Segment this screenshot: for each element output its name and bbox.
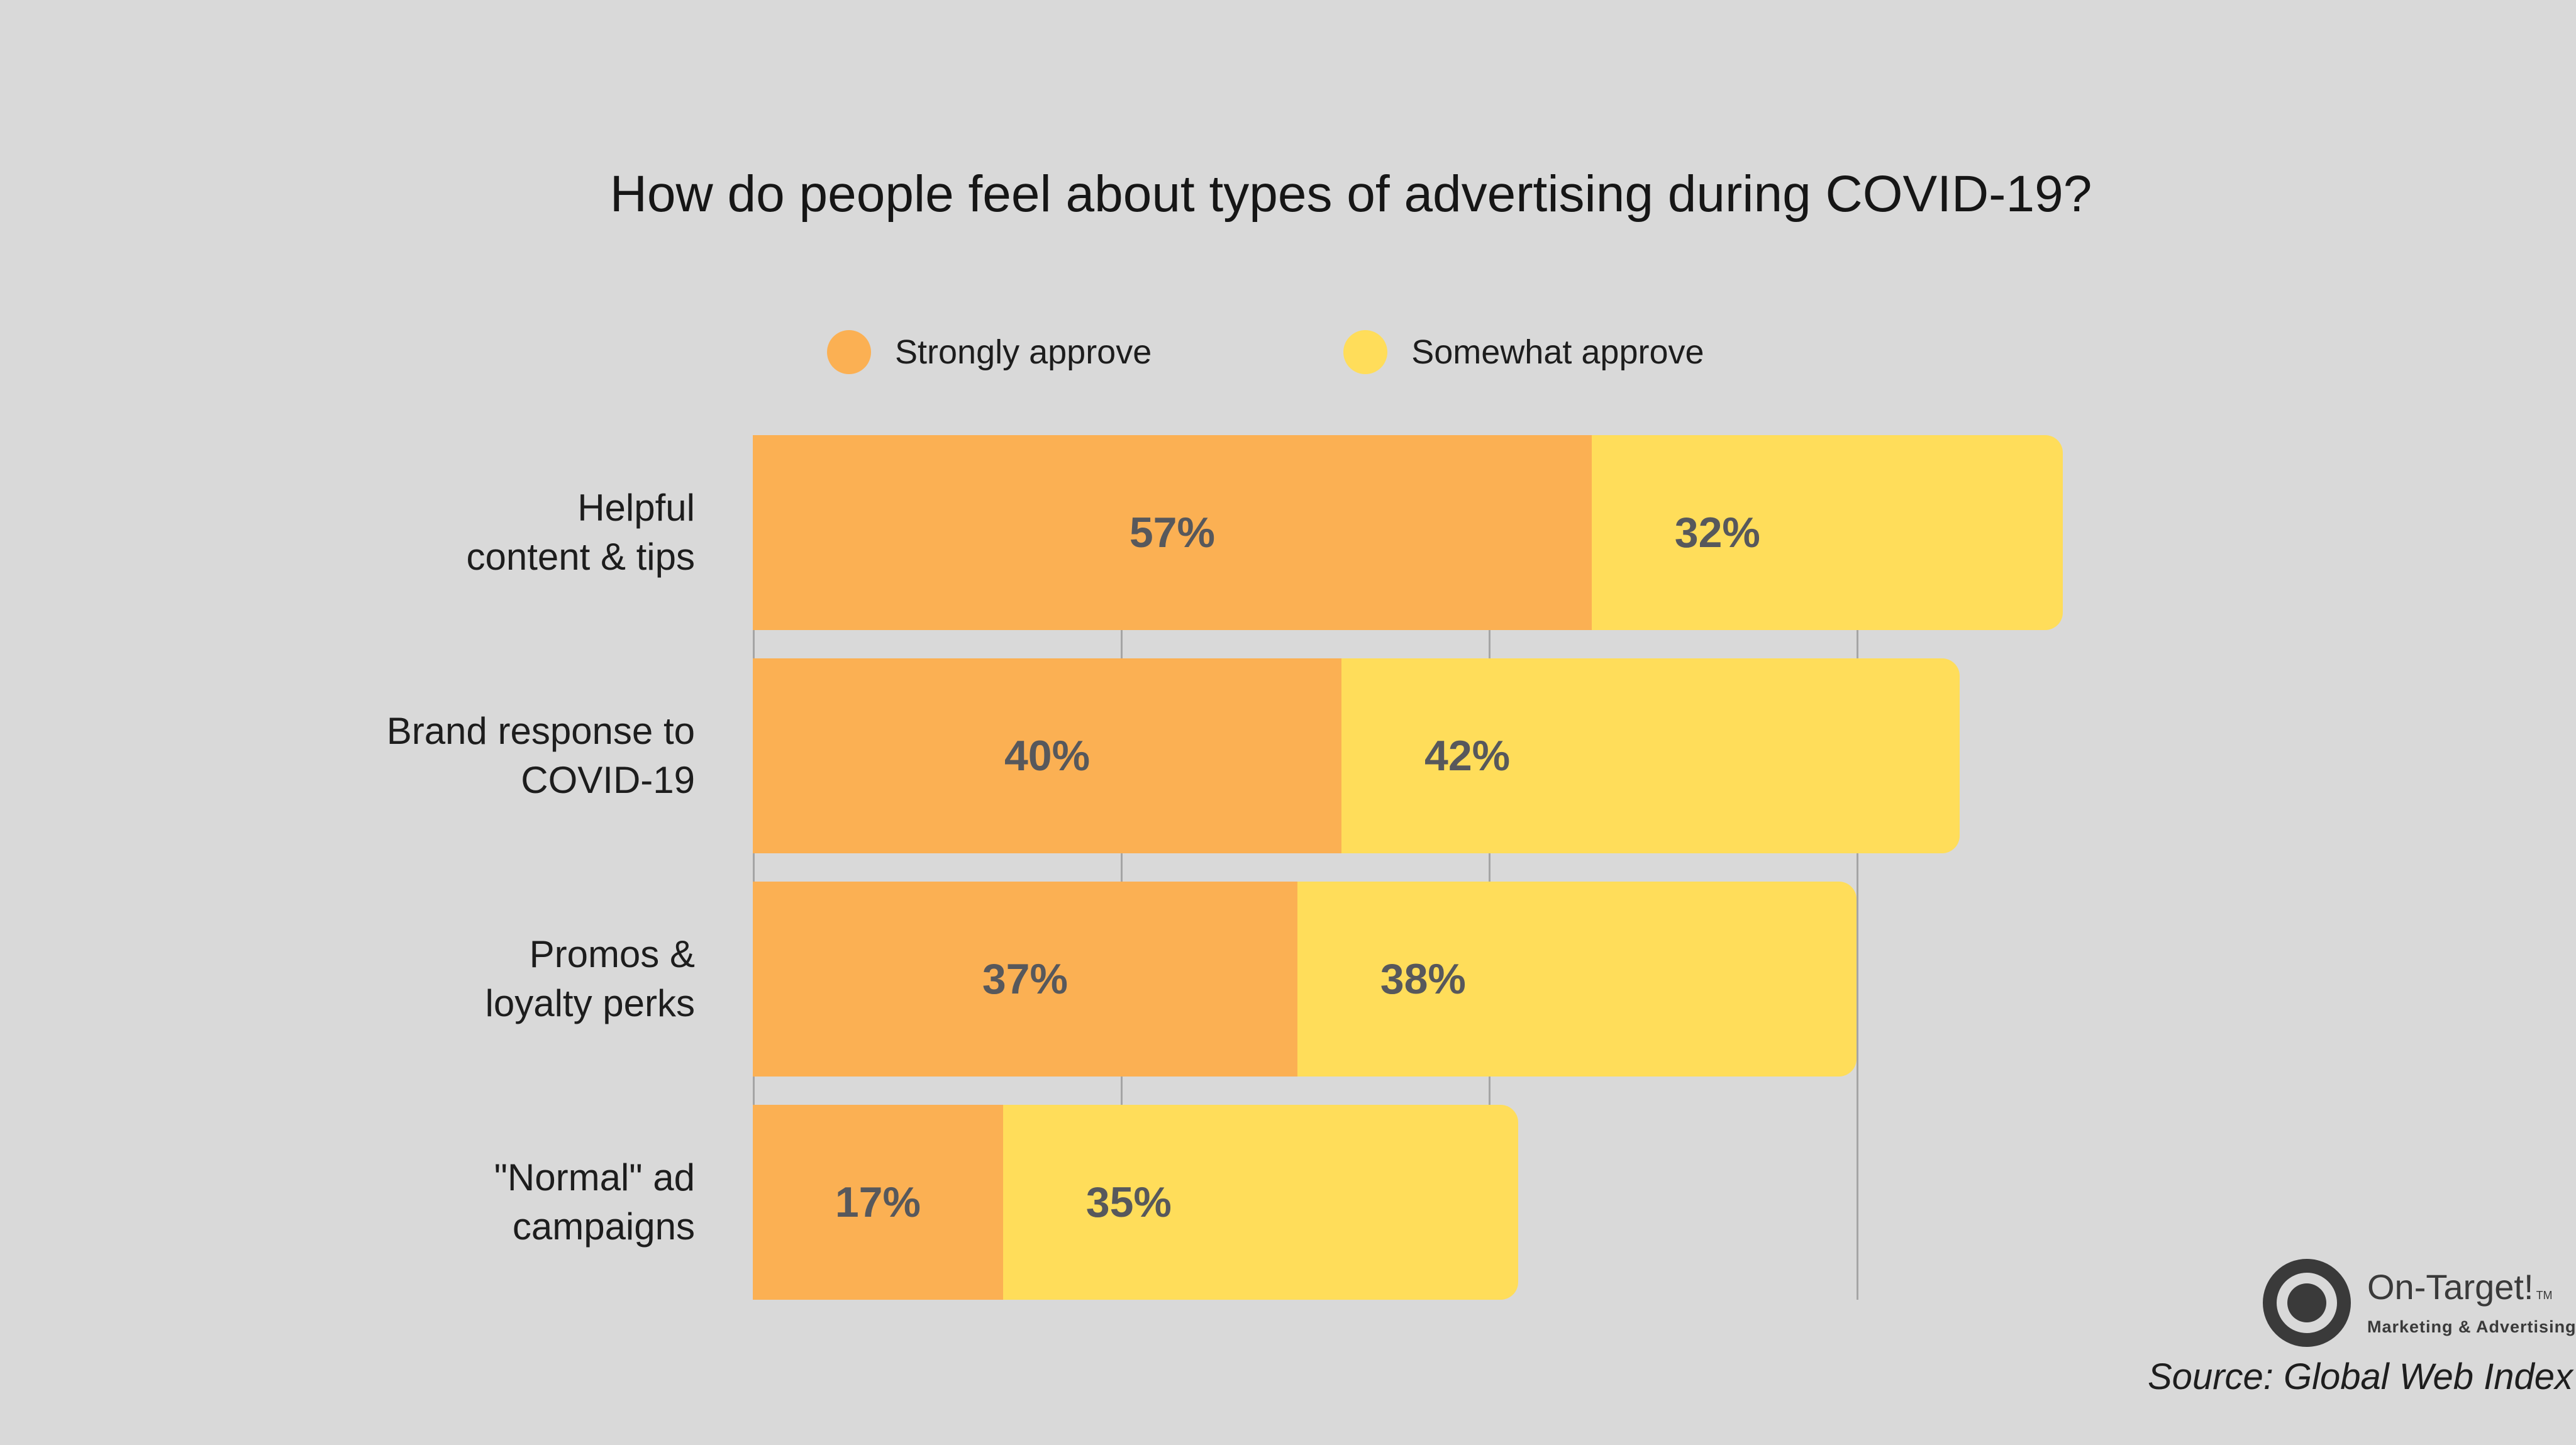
value-label: 35% [1085,1178,1172,1226]
bar-segment-strongly-approve: 40% [753,658,1341,853]
legend-item-strongly-approve: Strongly approve [827,330,1152,374]
legend: Strongly approve Somewhat approve [827,330,1704,374]
value-label: 42% [1424,732,1511,780]
source-credit: Source: Global Web Index [2148,1356,2573,1397]
value-label: 57% [1129,509,1215,556]
value-label: 32% [1674,509,1760,556]
legend-label-strongly-approve: Strongly approve [895,333,1152,371]
category-label-line: loyalty perks [485,982,695,1024]
value-label: 17% [835,1178,921,1226]
gridlines [753,435,2262,1300]
category-label: "Normal" ad campaigns [0,1105,753,1300]
legend-label-somewhat-approve: Somewhat approve [1411,333,1704,371]
category-label-line: Helpful [577,487,695,529]
chart-row: "Normal" ad campaigns 17% 35% [0,1105,2576,1300]
category-label-line: campaigns [512,1205,695,1248]
category-label: Brand response to COVID-19 [0,658,753,853]
chart-row: Promos & loyalty perks 37% 38% [0,882,2576,1077]
trademark-symbol: TM [2536,1289,2553,1302]
bar-segment-somewhat-approve: 32% [1591,435,2063,630]
value-label: 37% [982,955,1068,1003]
category-label: Promos & loyalty perks [0,882,753,1077]
chart-title: How do people feel about types of advert… [609,165,2092,223]
plot-area: Helpful content & tips 57% 32% Brand respons… [0,435,2576,1328]
bar-segment-strongly-approve: 37% [753,882,1297,1077]
bar-segment-somewhat-approve: 35% [1002,1105,1518,1300]
bullseye-dot-icon [2287,1283,2326,1322]
legend-swatch-strongly-approve-icon [827,330,871,374]
logo-name-text: On-Target! [2367,1267,2534,1307]
chart-row: Brand response to COVID-19 40% 42% [0,658,2576,853]
category-label-line: Brand response to [386,710,695,752]
category-label: Helpful content & tips [0,435,753,630]
gridline [1121,435,1123,1300]
on-target-logo: On-Target! TM Marketing & Advertising [2263,1259,2576,1347]
bar-segment-somewhat-approve: 42% [1341,658,1960,853]
legend-item-somewhat-approve: Somewhat approve [1343,330,1704,374]
gridline [1489,435,1491,1300]
category-label-line: "Normal" ad [494,1156,695,1199]
plot-rows: Helpful content & tips 57% 32% Brand respons… [0,435,2576,1300]
value-label: 38% [1380,955,1466,1003]
legend-swatch-somewhat-approve-icon [1343,330,1388,374]
bar-segment-strongly-approve: 57% [753,435,1592,630]
gridline [753,435,755,1300]
category-label-line: COVID-19 [521,759,695,801]
chart-row: Helpful content & tips 57% 32% [0,435,2576,630]
category-label-line: content & tips [466,536,695,578]
category-label-line: Promos & [529,933,695,975]
value-label: 40% [1004,732,1091,780]
logo-name: On-Target! TM [2367,1269,2576,1314]
gridline [1857,435,1858,1300]
logo-tagline: Marketing & Advertising [2367,1317,2576,1336]
bar-segment-somewhat-approve: 38% [1297,882,1857,1077]
bar-segment-strongly-approve: 17% [753,1105,1003,1300]
logo-text: On-Target! TM Marketing & Advertising [2367,1269,2576,1337]
